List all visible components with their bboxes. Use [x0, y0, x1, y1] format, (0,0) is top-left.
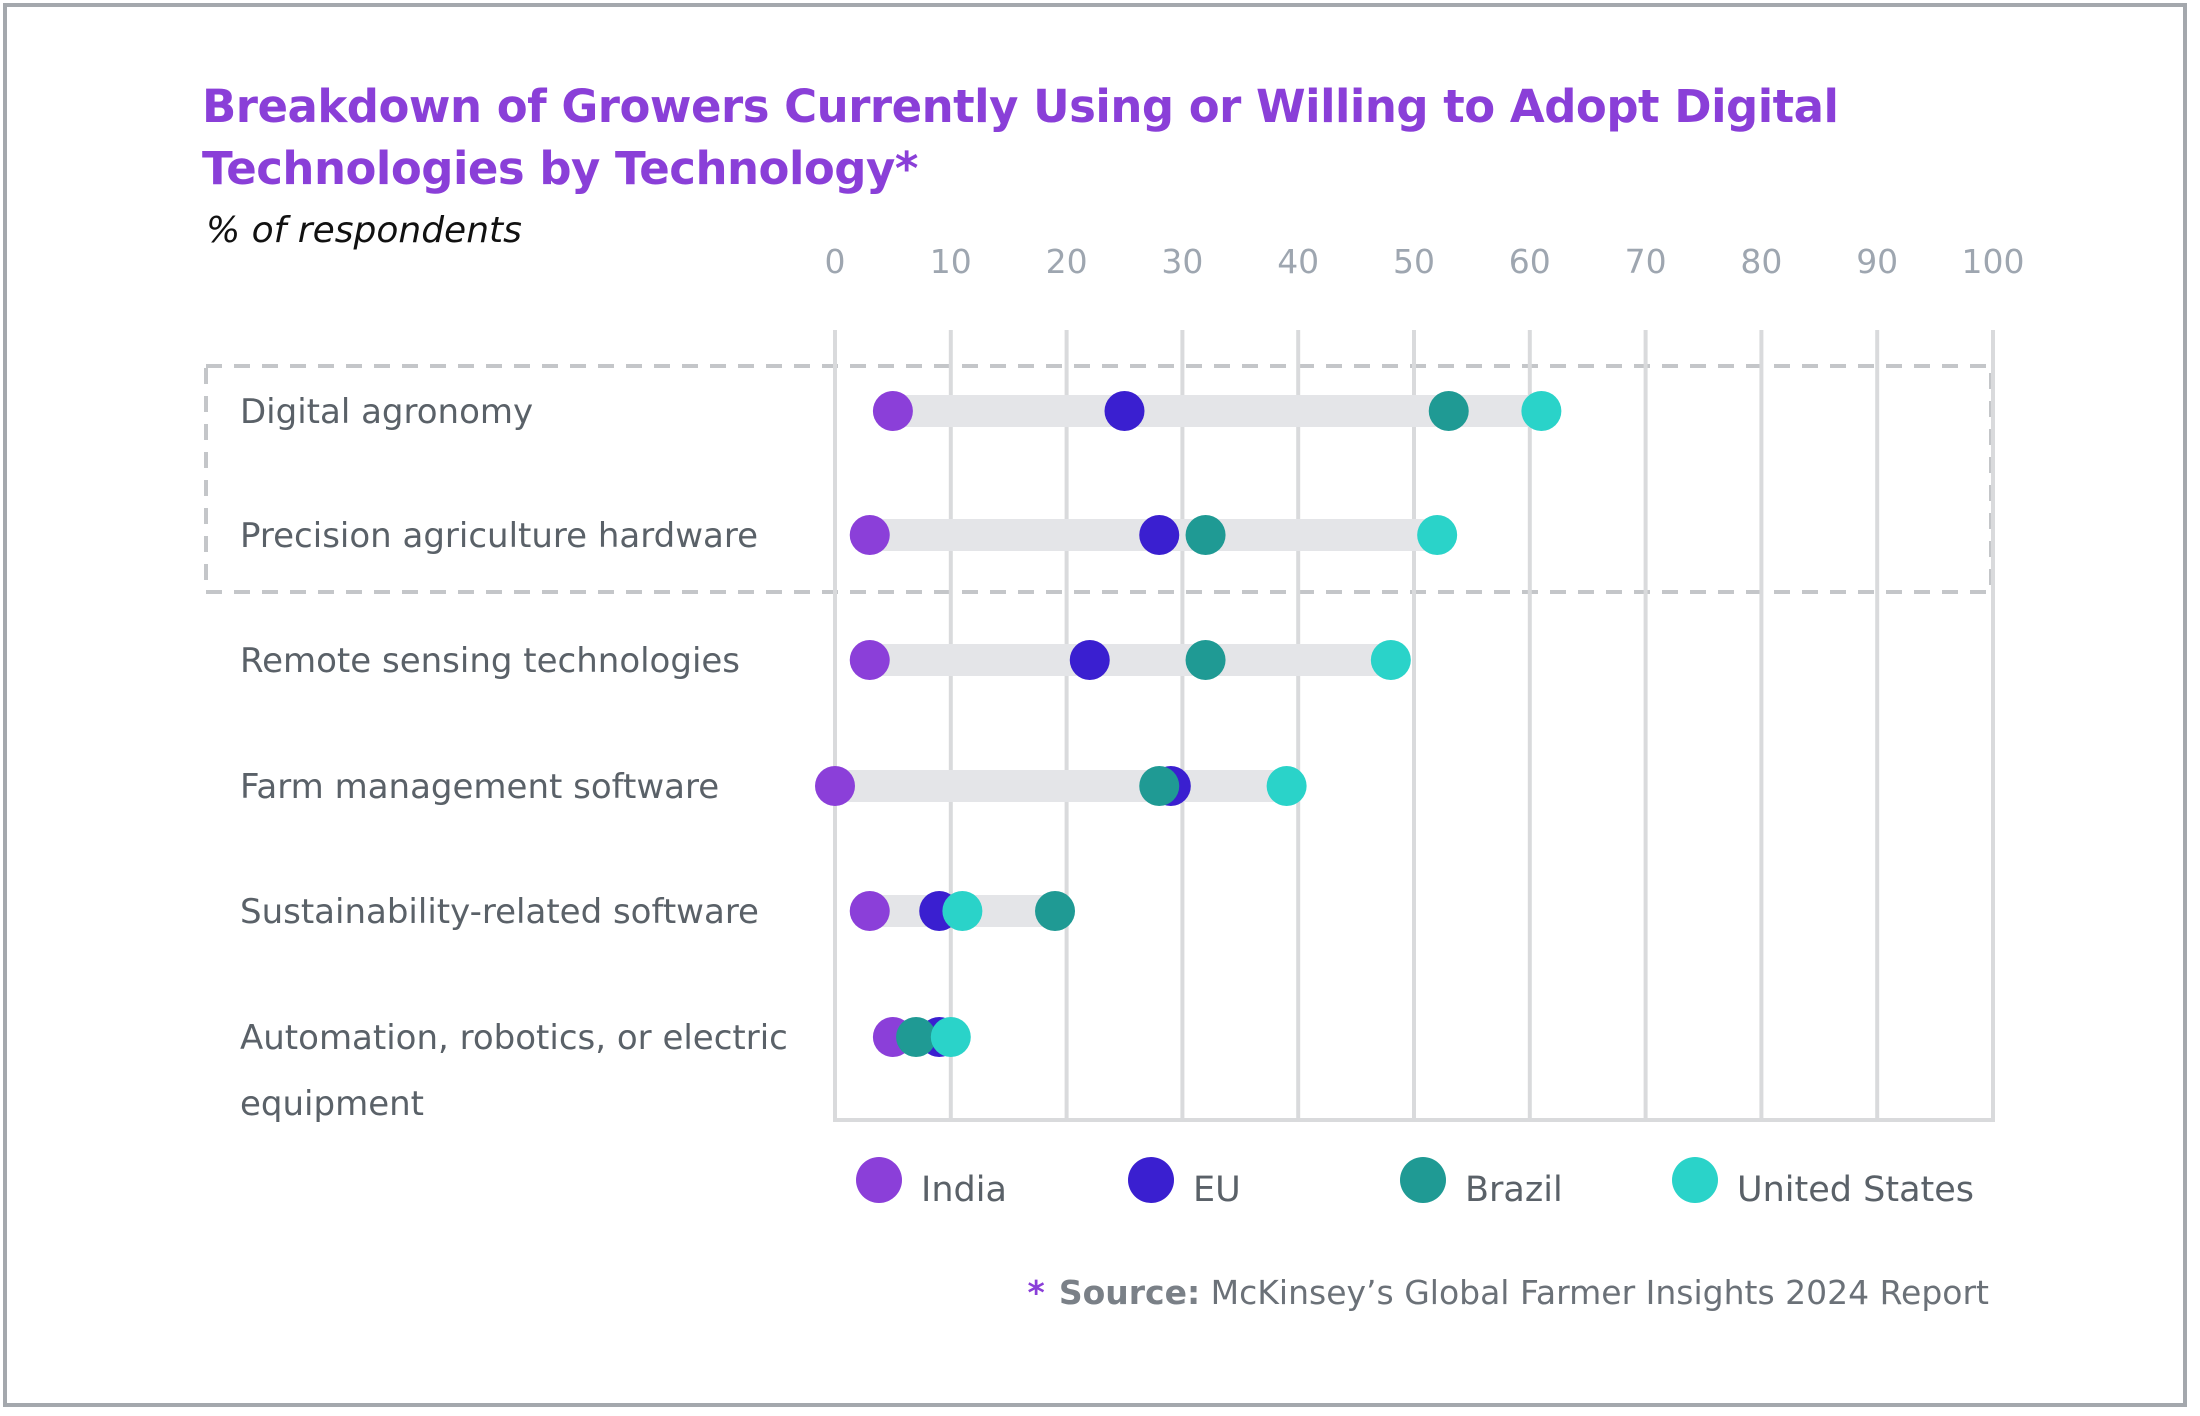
dot-brazil-remote-sensing-technologies — [1185, 640, 1226, 680]
dot-india-remote-sensing-technologies — [849, 640, 890, 680]
dot-brazil-precision-agriculture-hardware — [1185, 515, 1226, 555]
legend-label-india: India — [921, 1170, 1007, 1210]
x-tick-label-0: 0 — [825, 242, 846, 281]
x-tick-label-10: 10 — [930, 242, 972, 281]
dot-united-states-automation-robotics-or-electric-equipment — [930, 1017, 971, 1057]
chart-subtitle: % of respondents — [206, 210, 522, 251]
source-label: Source: — [1058, 1273, 1201, 1312]
legend-label-united-states: United States — [1737, 1170, 1974, 1210]
source-text: McKinsey’s Global Farmer Insights 2024 R… — [1210, 1273, 1989, 1312]
category-label-precision-agriculture-hardware: Precision agriculture hardware — [240, 516, 758, 556]
category-label-automation-robotics-or-electric-equipment: Automation, robotics, or electric equipme… — [240, 1018, 788, 1124]
legend-label-brazil: Brazil — [1465, 1170, 1563, 1210]
category-label-sustainability-related-software: Sustainability-related software — [240, 892, 759, 932]
dot-india-precision-agriculture-hardware — [849, 515, 890, 555]
dot-eu-digital-agronomy — [1104, 391, 1145, 431]
x-tick-label-70: 70 — [1625, 242, 1667, 281]
x-tick-label-100: 100 — [1962, 242, 2025, 281]
category-label-farm-management-software: Farm management software — [240, 767, 719, 807]
x-tick-label-80: 80 — [1740, 242, 1782, 281]
category-label-digital-agronomy: Digital agronomy — [240, 392, 533, 432]
category-label-remote-sensing-technologies: Remote sensing technologies — [240, 641, 740, 681]
dot-brazil-automation-robotics-or-electric-equipment — [896, 1017, 937, 1057]
x-tick-label-20: 20 — [1046, 242, 1088, 281]
legend-marker-united-states — [1672, 1157, 1718, 1203]
dot-united-states-digital-agronomy — [1521, 391, 1562, 431]
dot-eu-precision-agriculture-hardware — [1139, 515, 1180, 555]
legend-label-eu: EU — [1193, 1170, 1241, 1210]
legend-marker-eu — [1128, 1157, 1174, 1203]
x-tick-label-60: 60 — [1509, 242, 1551, 281]
dot-united-states-precision-agriculture-hardware — [1417, 515, 1458, 555]
dot-united-states-sustainability-related-software — [942, 891, 983, 931]
dot-india-farm-management-software — [815, 766, 855, 806]
legend-marker-brazil — [1400, 1157, 1446, 1203]
x-tick-label-40: 40 — [1277, 242, 1319, 281]
range-bar-remote-sensing-technologies — [869, 644, 1391, 676]
dot-brazil-digital-agronomy — [1428, 391, 1469, 431]
dot-united-states-remote-sensing-technologies — [1370, 640, 1411, 680]
x-tick-label-90: 90 — [1856, 242, 1898, 281]
dot-brazil-sustainability-related-software — [1035, 891, 1076, 931]
chart-title: Breakdown of Growers Currently Using or … — [202, 80, 1839, 195]
x-tick-label-50: 50 — [1393, 242, 1435, 281]
x-tick-label-30: 30 — [1161, 242, 1203, 281]
dot-eu-remote-sensing-technologies — [1069, 640, 1110, 680]
legend-marker-india — [856, 1157, 902, 1203]
dot-united-states-farm-management-software — [1266, 766, 1307, 806]
dot-india-digital-agronomy — [872, 391, 913, 431]
footnote-star: * — [1027, 1273, 1045, 1312]
dot-india-sustainability-related-software — [849, 891, 890, 931]
source-footnote: * Source: McKinsey’s Global Farmer Insigh… — [1028, 1270, 1989, 1316]
dot-brazil-farm-management-software — [1139, 766, 1180, 806]
range-bar-farm-management-software — [835, 770, 1287, 802]
chart-frame — [3, 3, 2187, 1407]
